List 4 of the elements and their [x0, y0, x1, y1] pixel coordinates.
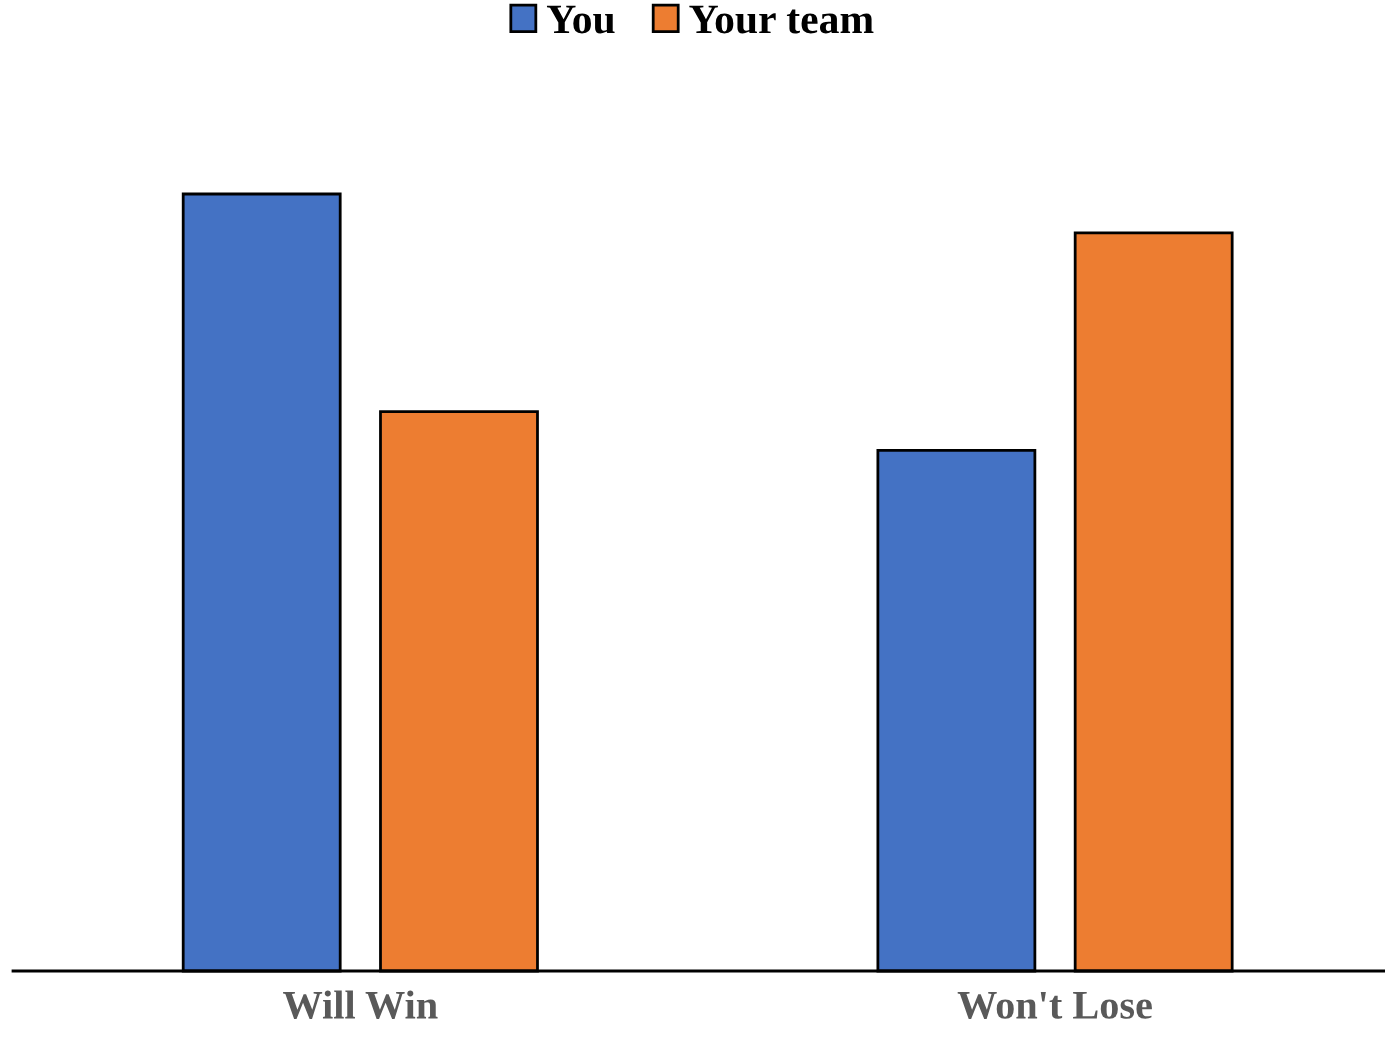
x-tick-label: Will Win: [283, 990, 438, 1019]
legend-label: You: [546, 5, 615, 34]
x-tick-label: Won't Lose: [957, 992, 1152, 1019]
legend-label: Your team: [689, 5, 874, 34]
